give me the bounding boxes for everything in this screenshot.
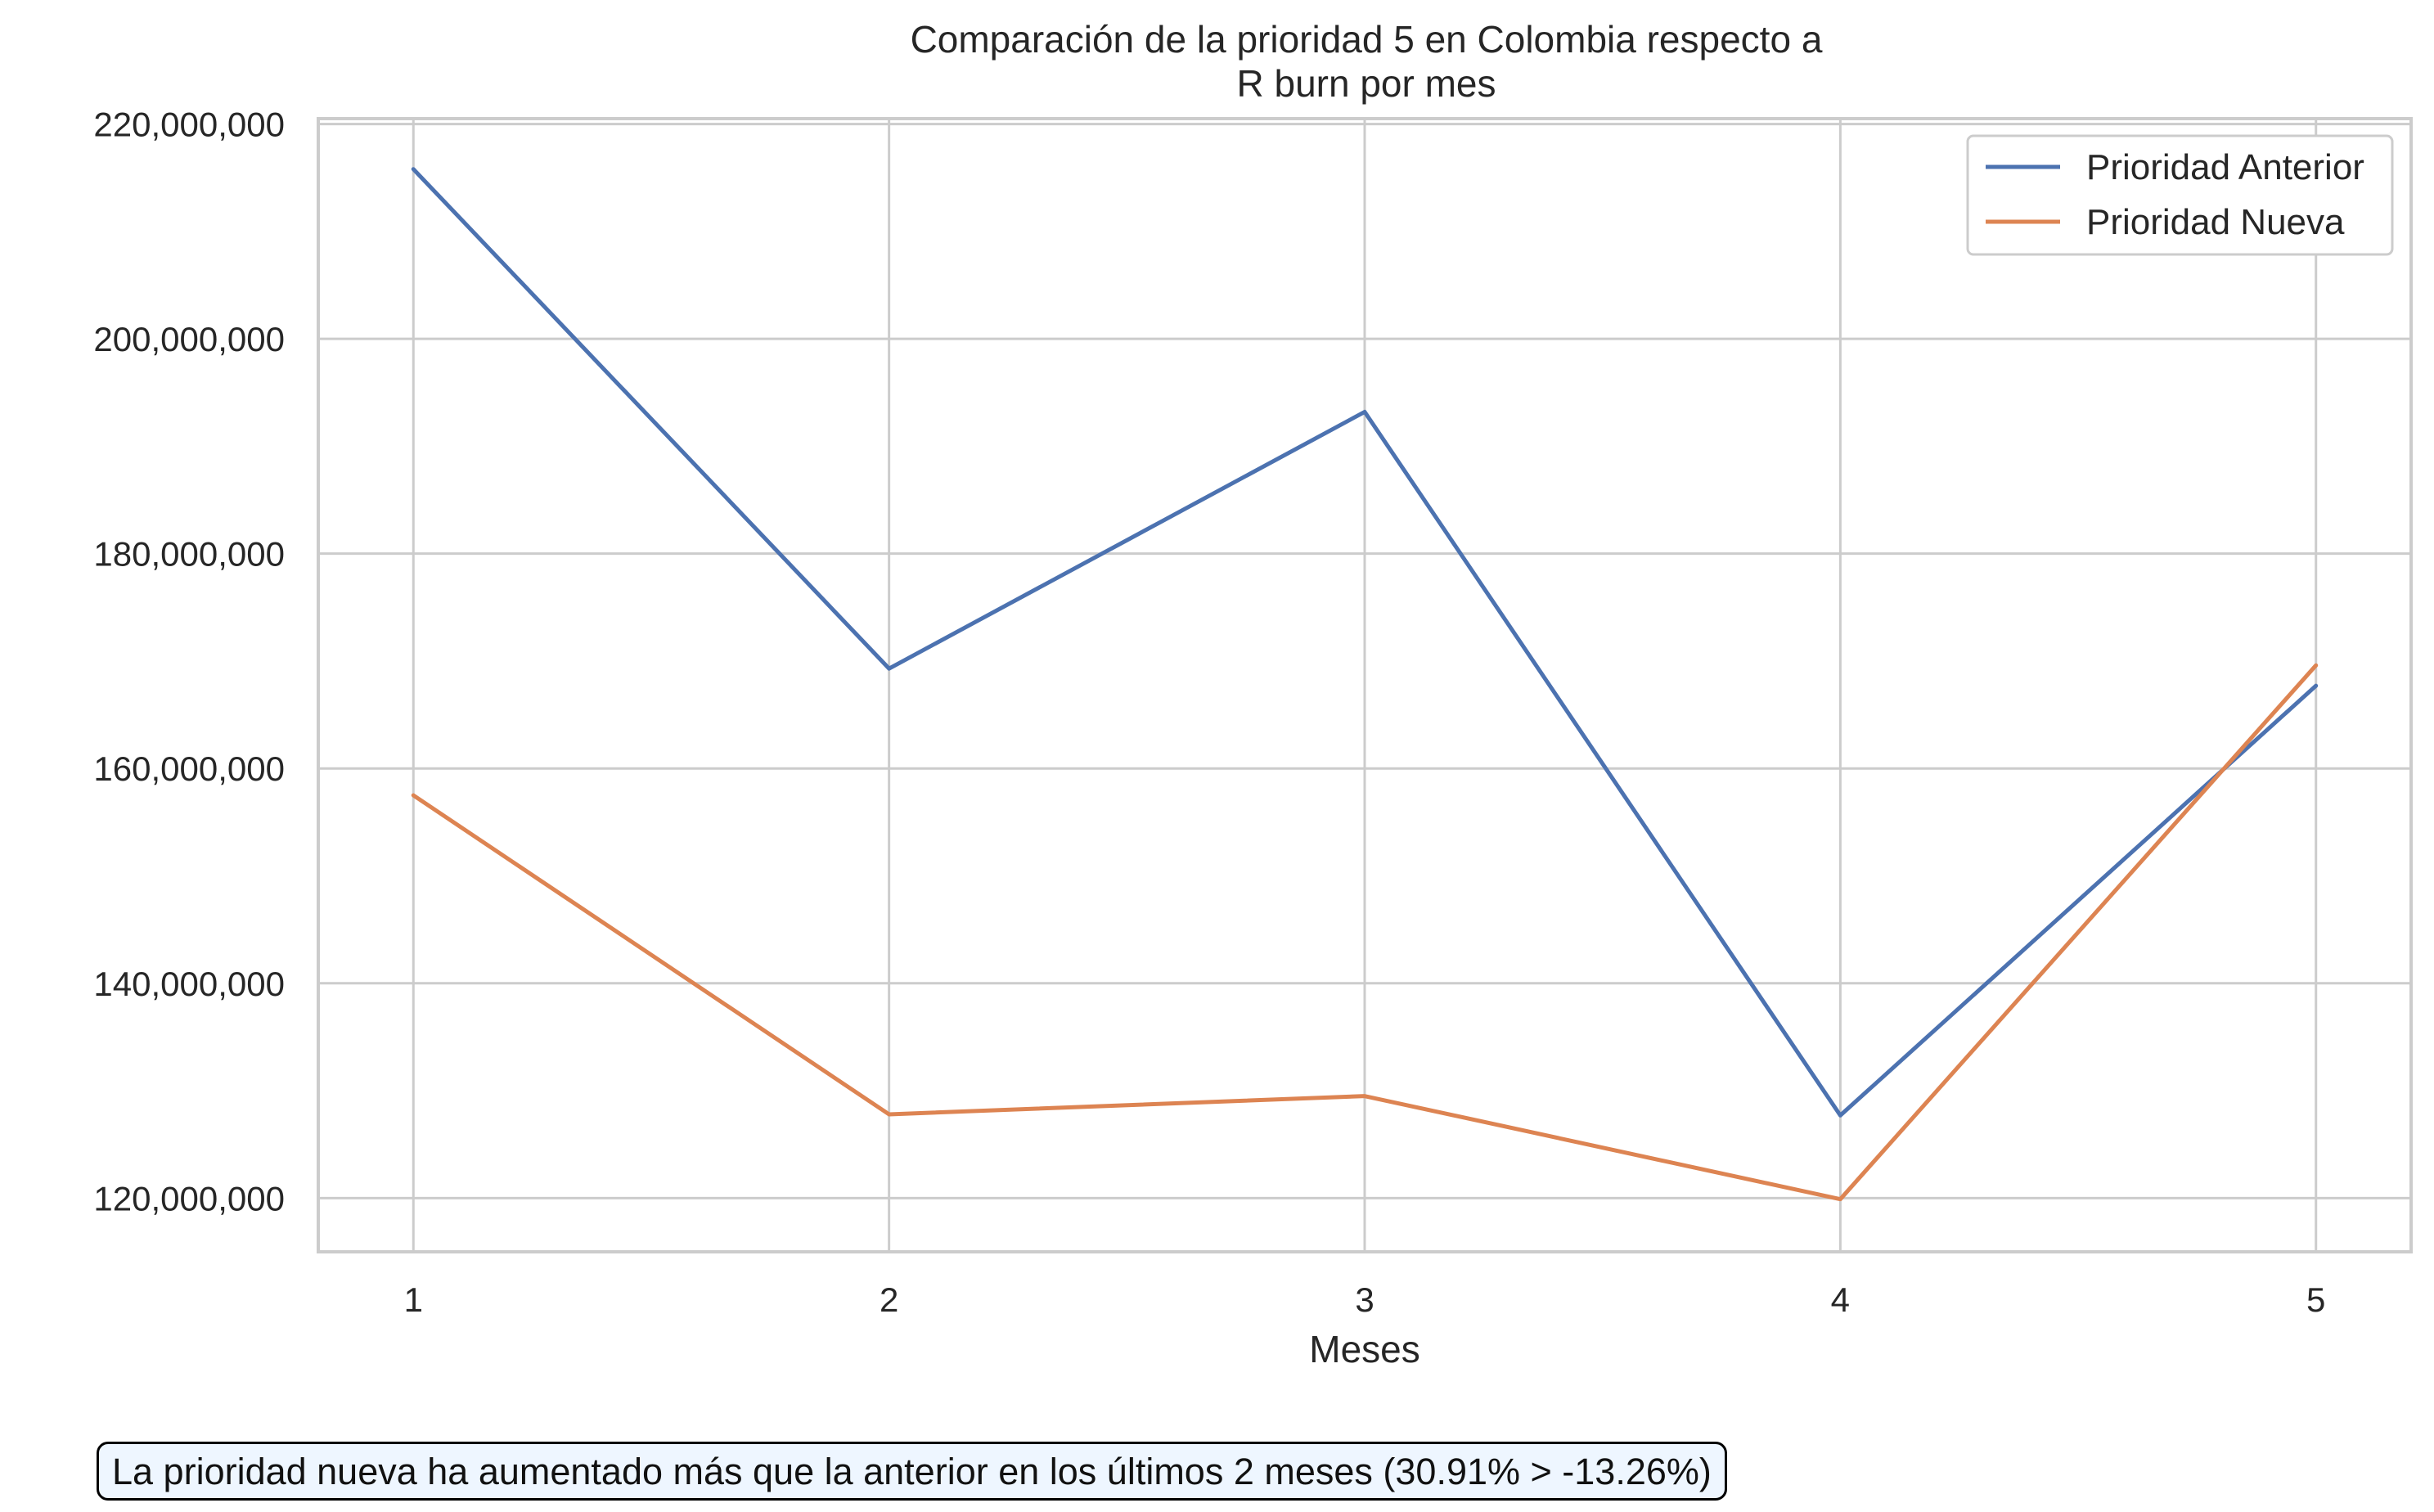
legend-label-prioridad-nueva: Prioridad Nueva	[2086, 202, 2345, 242]
x-tick-label: 4	[1831, 1280, 1850, 1319]
y-tick-label: 160,000,000	[93, 749, 285, 788]
grid-lines	[318, 119, 2411, 1252]
legend-frame	[1966, 134, 2394, 256]
chart-title-line-1: Comparación de la prioridad 5 en Colombi…	[911, 18, 1823, 61]
x-tick-label: 5	[2306, 1280, 2325, 1319]
legend-label-prioridad-anterior: Prioridad Anterior	[2086, 147, 2364, 187]
y-tick-label: 220,000,000	[93, 106, 285, 144]
legend: Prioridad Anterior Prioridad Nueva	[1966, 134, 2394, 256]
data-series	[411, 167, 2319, 1202]
x-tick-label: 1	[404, 1280, 423, 1319]
y-tick-label: 200,000,000	[93, 320, 285, 358]
x-axis-label: Meses	[1309, 1328, 1419, 1370]
x-tick-label: 3	[1355, 1280, 1374, 1319]
chart-title: Comparación de la prioridad 5 en Colombi…	[911, 18, 1823, 105]
y-tick-label: 120,000,000	[93, 1179, 285, 1217]
insight-annotation: La prioridad nueva ha aumentado más que …	[97, 1442, 1727, 1501]
plot-area-frame	[317, 117, 2413, 1253]
x-axis-tick-labels: 1 2 3 4 5	[404, 1280, 2326, 1319]
chart-title-line-2: R burn por mes	[1236, 62, 1496, 105]
y-tick-label: 140,000,000	[93, 965, 285, 1003]
y-axis-tick-labels: 120,000,000 140,000,000 160,000,000 180,000…	[93, 106, 285, 1218]
y-tick-label: 180,000,000	[93, 535, 285, 574]
x-tick-label: 2	[880, 1280, 898, 1319]
